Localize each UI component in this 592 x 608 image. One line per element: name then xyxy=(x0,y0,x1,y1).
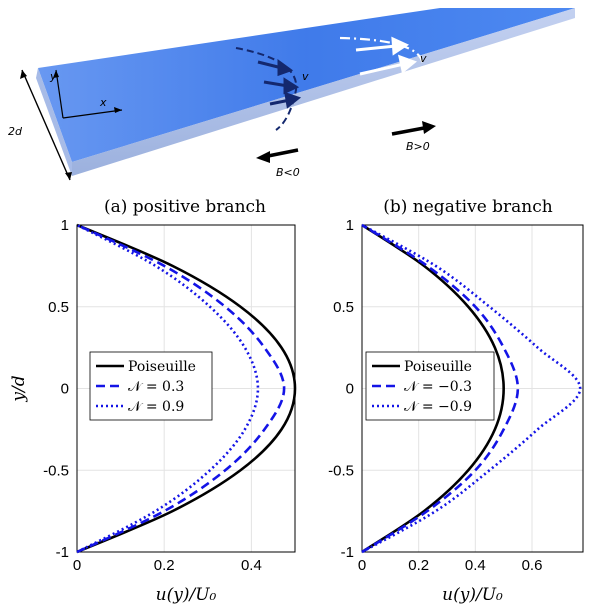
legend: Poiseuille 𝒩 = 0.3 𝒩 = 0.9 xyxy=(89,351,213,421)
x-tick-label: 0.4 xyxy=(241,557,262,574)
b-negative-arrow-line xyxy=(267,148,299,158)
legend-label: 𝒩 = 0.9 xyxy=(128,399,184,415)
y-tick-label: 1 xyxy=(61,217,69,234)
y-axis-arrowhead xyxy=(53,70,59,78)
x-axis-label: x xyxy=(99,96,107,109)
y-axis-line xyxy=(55,69,64,119)
slab-top-face xyxy=(38,8,575,162)
legend: Poiseuille 𝒩 = −0.3 𝒩 = −0.9 xyxy=(365,351,495,421)
legend-label: Poiseuille xyxy=(404,359,472,375)
y-tick-label: -1 xyxy=(341,544,354,561)
velocity-profile-left xyxy=(235,47,298,131)
y-axis-label: y xyxy=(49,70,57,83)
plot-panel-b: 0 0.2 0.4 0.6 1 0.5 0 -0.5 -1 Poiseuille 𝒩 = −0.3 𝒩… xyxy=(328,217,584,605)
slab-front-face xyxy=(72,8,575,176)
b-positive-arrow-line xyxy=(391,126,425,136)
y-axis-label: y/d xyxy=(9,375,29,402)
x-axis-label: u(y)/U₀ xyxy=(442,585,503,605)
series-line-dashed xyxy=(76,223,286,554)
velocity-label-left: v xyxy=(302,70,309,83)
slab-left-face xyxy=(36,68,72,176)
right-arrow-3 xyxy=(373,82,407,98)
left-arrowhead-2 xyxy=(283,77,300,95)
x-tick-label: 0.6 xyxy=(522,557,543,574)
y-tick-label: -0.5 xyxy=(43,462,69,479)
left-profile-arrows xyxy=(257,59,302,109)
y-tick-label: 1 xyxy=(346,217,354,234)
velocity-profile-right xyxy=(339,36,424,109)
thickness-line xyxy=(21,69,71,181)
y-tick-label: 0.5 xyxy=(48,299,69,316)
series-line-solid xyxy=(76,223,297,554)
thickness-arrowhead-top xyxy=(20,70,27,79)
legend-label: 𝒩 = −0.3 xyxy=(404,379,472,395)
plot-frame xyxy=(361,224,584,553)
right-arrow-1 xyxy=(355,44,397,52)
x-tick-label: 0.2 xyxy=(408,557,429,574)
velocity-label-right: v xyxy=(420,52,427,65)
left-arrowhead-1 xyxy=(277,59,294,77)
b-positive-label: B>0 xyxy=(406,140,430,153)
legend-label: 𝒩 = −0.9 xyxy=(404,399,472,415)
x-tick-label: 0.4 xyxy=(465,557,486,574)
b-negative-arrowhead xyxy=(256,151,270,163)
x-tick-label: 0 xyxy=(73,557,81,574)
left-arrowhead-3 xyxy=(284,91,302,109)
x-tick-label: 0.2 xyxy=(154,557,175,574)
panel-b-title: (b) negative branch xyxy=(383,197,553,217)
right-arrowhead-3 xyxy=(398,74,418,94)
right-arrowhead-1 xyxy=(391,36,410,56)
right-profile-arrows xyxy=(355,36,418,98)
legend-box xyxy=(89,351,213,421)
thickness-label: 2d xyxy=(8,125,23,138)
panel-a-title: (a) positive branch xyxy=(104,197,266,217)
thickness-arrowhead-bottom xyxy=(65,172,72,180)
right-arrow-2 xyxy=(359,62,405,76)
x-axis-label: u(y)/U₀ xyxy=(156,585,217,605)
legend-label: Poiseuille xyxy=(128,359,196,375)
x-axis-arrowhead xyxy=(114,107,122,113)
right-arrowhead-2 xyxy=(397,54,418,74)
series-line-dotted xyxy=(361,223,582,554)
x-tick-label: 0 xyxy=(358,557,366,574)
b-positive-arrowhead xyxy=(422,121,436,134)
x-axis-line xyxy=(62,109,123,119)
y-tick-label: 0 xyxy=(61,381,69,398)
y-tick-label: -1 xyxy=(56,544,69,561)
y-tick-label: -0.5 xyxy=(328,462,354,479)
channel-diagram: 2d y x v v B>0 B< xyxy=(8,8,575,181)
series-line-dashed xyxy=(361,223,520,554)
plot-panel-a: 0 0.2 0.4 1 0.5 0 -0.5 -1 Poiseuille 𝒩 = 0.3 𝒩 = 0… xyxy=(9,217,297,605)
series-line-solid xyxy=(361,223,505,554)
y-tick-label: 0.5 xyxy=(333,299,354,316)
legend-label: 𝒩 = 0.3 xyxy=(128,379,184,395)
b-negative-label: B<0 xyxy=(276,166,300,179)
y-tick-label: 0 xyxy=(346,381,354,398)
